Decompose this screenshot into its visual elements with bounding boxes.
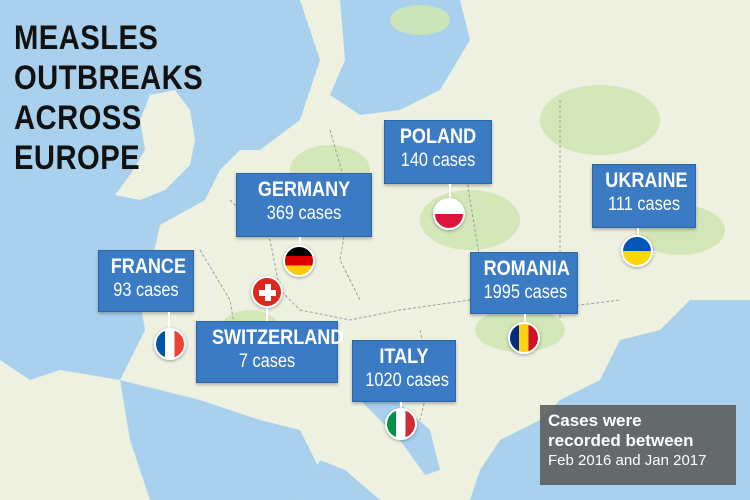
cross-horizontal xyxy=(259,290,276,296)
country-name: UKRAINE xyxy=(605,169,688,192)
callout-romania: ROMANIA 1995 cases xyxy=(470,252,578,314)
pin-germany xyxy=(299,237,301,251)
callout-france: FRANCE 93 cases xyxy=(98,250,194,312)
case-count: 93 cases xyxy=(113,280,179,301)
case-count: 111 cases xyxy=(607,194,681,215)
landmass-italy xyxy=(310,395,420,485)
callout-italy: ITALY 1020 cases xyxy=(352,340,456,402)
country-name: ROMANIA xyxy=(483,257,570,280)
title-line: MEASLES xyxy=(14,19,159,57)
pin-france xyxy=(168,312,170,328)
case-count: 7 cases xyxy=(238,351,296,372)
date-range-note: Cases were recorded between Feb 2016 and… xyxy=(540,405,736,485)
title-line: EUROPE xyxy=(14,139,141,177)
note-line-1: Cases were xyxy=(548,411,642,430)
poland-flag-icon xyxy=(433,198,465,230)
france-flag-icon xyxy=(154,328,186,360)
title-line: OUTBREAKS xyxy=(14,59,204,97)
ukraine-flag-icon xyxy=(621,235,653,267)
country-name: ITALY xyxy=(379,345,429,368)
pin-poland xyxy=(449,184,451,198)
case-count: 1995 cases xyxy=(483,282,568,303)
map-title: MEASLES OUTBREAKS ACROSS EUROPE xyxy=(14,18,203,178)
case-count: 140 cases xyxy=(400,150,476,171)
note-line-2: recorded between xyxy=(548,431,694,450)
case-count: 369 cases xyxy=(266,203,342,224)
switzerland-flag-icon xyxy=(251,276,283,308)
country-name: SWITZERLAND xyxy=(211,326,344,349)
mediterranean-sea xyxy=(120,380,320,500)
callout-ukraine: UKRAINE 111 cases xyxy=(592,164,696,228)
pin-romania xyxy=(524,314,526,326)
italy-flag-icon xyxy=(385,408,417,440)
case-count: 1020 cases xyxy=(365,370,449,391)
callout-germany: GERMANY 369 cases xyxy=(236,173,372,237)
pin-switzerland xyxy=(266,306,268,324)
note-line-3: Feb 2016 and Jan 2017 xyxy=(548,452,707,469)
callout-poland: POLAND 140 cases xyxy=(384,120,492,184)
country-name: FRANCE xyxy=(110,255,186,278)
pin-ukraine xyxy=(637,228,639,238)
title-line: ACROSS xyxy=(14,99,142,137)
landmass-uk xyxy=(115,90,195,200)
romania-flag-icon xyxy=(508,322,540,354)
country-name: POLAND xyxy=(399,125,477,148)
country-name: GERMANY xyxy=(257,178,351,201)
germany-flag-icon xyxy=(283,245,315,277)
pin-italy xyxy=(400,402,402,408)
callout-switzerland: SWITZERLAND 7 cases xyxy=(196,321,344,383)
